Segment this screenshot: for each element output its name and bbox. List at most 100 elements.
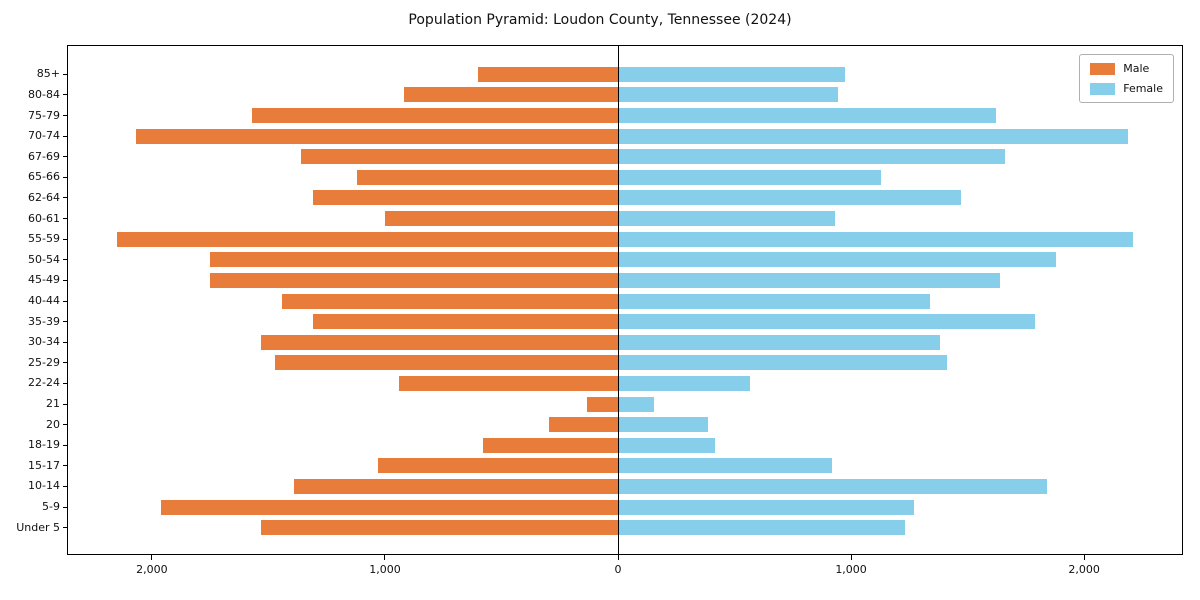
male-bar — [294, 478, 618, 494]
x-axis-tick-label: 0 — [614, 563, 622, 576]
x-axis-tick-label: 2,000 — [136, 563, 168, 576]
male-bar — [261, 334, 618, 350]
male-bar — [482, 437, 618, 453]
male-bar — [312, 190, 618, 206]
male-bar — [282, 293, 618, 309]
male-swatch — [1090, 62, 1116, 75]
male-bar — [586, 396, 618, 412]
y-axis-tick — [63, 465, 67, 467]
x-axis-tick — [1083, 555, 1085, 560]
y-axis-tick — [63, 403, 67, 405]
y-axis-label: 85+ — [36, 67, 60, 81]
legend: Male Female — [1079, 54, 1174, 103]
male-bar — [377, 458, 618, 474]
y-axis-tick — [63, 259, 67, 261]
y-axis-label: 70-74 — [28, 129, 60, 143]
male-bar — [261, 520, 618, 536]
y-axis-label: 55-59 — [28, 232, 60, 246]
y-axis-label: 35-39 — [28, 314, 60, 328]
y-axis-label: 21 — [46, 397, 60, 411]
male-bar — [312, 314, 618, 330]
y-axis-tick — [63, 94, 67, 96]
female-bar — [618, 293, 931, 309]
female-bar — [618, 458, 833, 474]
female-bar — [618, 231, 1134, 247]
male-bar — [549, 417, 618, 433]
female-swatch — [1090, 82, 1116, 95]
female-bar — [618, 437, 715, 453]
y-axis-tick — [63, 382, 67, 384]
legend-item-male: Male — [1090, 62, 1163, 75]
female-bar — [618, 417, 708, 433]
legend-label-female: Female — [1123, 82, 1163, 95]
male-bar — [275, 355, 618, 371]
y-axis-label: 22-24 — [28, 376, 60, 390]
y-axis-label: 67-69 — [28, 149, 60, 163]
female-bar — [618, 108, 996, 124]
female-bar — [618, 314, 1036, 330]
y-axis-tick — [63, 485, 67, 487]
legend-label-male: Male — [1123, 62, 1150, 75]
y-axis-label: 15-17 — [28, 458, 60, 472]
y-axis-label: 62-64 — [28, 190, 60, 204]
male-bar — [301, 149, 618, 165]
y-axis-tick — [63, 238, 67, 240]
legend-item-female: Female — [1090, 82, 1163, 95]
y-axis-label: 10-14 — [28, 479, 60, 493]
y-axis-tick — [63, 341, 67, 343]
x-axis-tick — [850, 555, 852, 560]
male-bar — [252, 108, 618, 124]
male-bar — [135, 128, 618, 144]
y-axis-tick — [63, 218, 67, 220]
female-bar — [618, 66, 846, 82]
female-bar — [618, 334, 940, 350]
female-bar — [618, 87, 839, 103]
male-bar — [478, 66, 618, 82]
x-axis-tick-label: 1,000 — [835, 563, 867, 576]
female-bar — [618, 499, 914, 515]
chart-title: Population Pyramid: Loudon County, Tenne… — [408, 12, 792, 28]
female-bar — [618, 252, 1057, 268]
y-axis-label: 60-61 — [28, 211, 60, 225]
y-axis-tick — [63, 115, 67, 117]
female-bar — [618, 149, 1005, 165]
female-bar — [618, 211, 835, 227]
male-bar — [403, 87, 618, 103]
x-axis-tick-label: 2,000 — [1068, 563, 1100, 576]
y-axis-label: 80-84 — [28, 87, 60, 101]
y-axis-tick — [63, 73, 67, 75]
y-axis-label: 45-49 — [28, 273, 60, 287]
y-axis-label: 50-54 — [28, 252, 60, 266]
female-bar — [618, 190, 961, 206]
female-bar — [618, 478, 1047, 494]
y-axis-tick — [63, 156, 67, 158]
y-axis-label: 20 — [46, 417, 60, 431]
female-bar — [618, 396, 655, 412]
x-axis-tick — [617, 555, 619, 560]
x-axis-tick — [384, 555, 386, 560]
y-axis-label: 25-29 — [28, 355, 60, 369]
y-axis-label: 5-9 — [42, 500, 60, 514]
y-axis-tick — [63, 321, 67, 323]
y-axis-label: 30-34 — [28, 335, 60, 349]
male-bar — [210, 252, 618, 268]
zero-axis-line — [617, 46, 619, 554]
x-axis-tick — [151, 555, 153, 560]
x-axis-tick-label: 1,000 — [369, 563, 401, 576]
y-axis-tick — [63, 362, 67, 364]
female-bar — [618, 520, 905, 536]
y-axis-label: 40-44 — [28, 294, 60, 307]
male-bar — [398, 375, 618, 391]
y-axis-tick — [63, 135, 67, 137]
female-bar — [618, 169, 882, 185]
y-axis-tick — [63, 424, 67, 426]
female-bar — [618, 272, 1001, 288]
y-axis-tick — [63, 176, 67, 178]
y-axis-tick — [63, 444, 67, 446]
y-axis-label: Under 5 — [16, 520, 60, 534]
female-bar — [618, 128, 1129, 144]
y-axis-tick — [63, 300, 67, 302]
female-bar — [618, 375, 750, 391]
y-axis-tick — [63, 527, 67, 529]
